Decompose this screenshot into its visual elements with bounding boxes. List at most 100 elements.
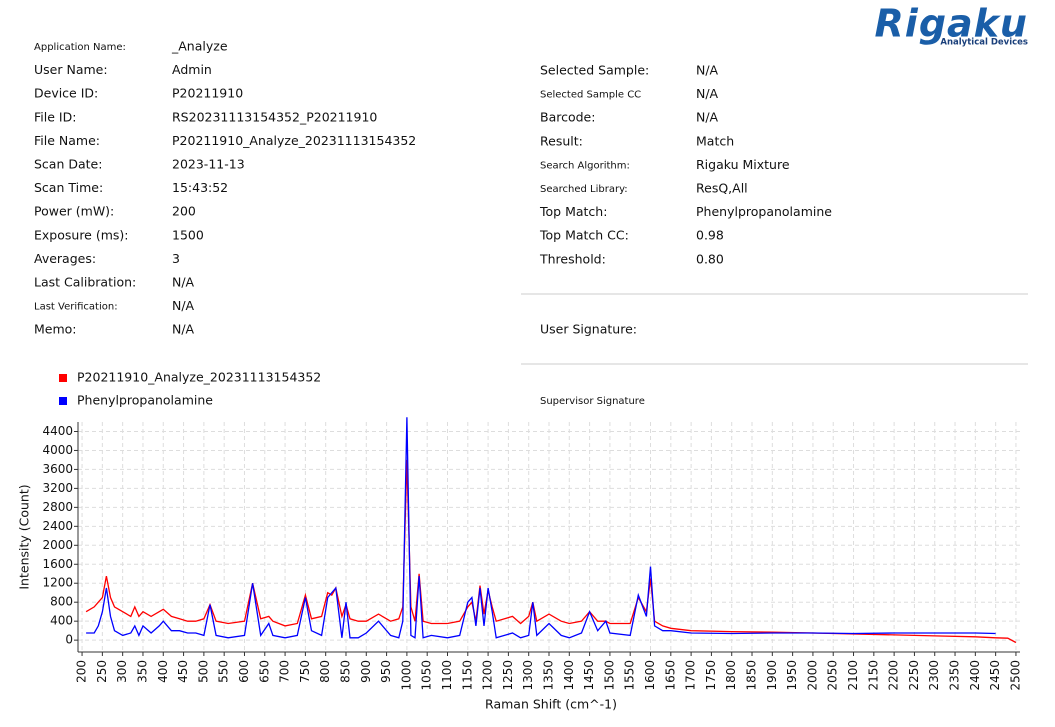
x-tick-label: 1950 [785,660,799,691]
field-value: _Analyze [171,39,228,54]
x-tick-label: 300 [115,660,129,683]
x-tick-label: 700 [278,660,292,683]
x-tick-label: 650 [257,660,271,683]
x-tick-label: 1250 [501,660,515,691]
field-label: Top Match: [539,204,607,219]
x-tick-label: 1550 [623,660,637,691]
field-label: Selected Sample: [540,63,649,78]
field-label: Scan Time: [34,180,103,195]
x-tick-label: 2450 [988,660,1002,691]
x-tick-label: 1800 [724,660,738,691]
x-tick-label: 1650 [663,660,677,691]
x-tick-label: 600 [237,660,251,683]
x-tick-label: 1050 [420,660,434,691]
field-label: Exposure (ms): [34,227,129,242]
y-tick-label: 2800 [42,500,73,514]
y-tick-label: 4000 [42,443,73,457]
field-label: Result: [540,133,583,148]
legend-label: Phenylpropanolamine [77,393,213,408]
x-tick-label: 200 [75,660,89,683]
x-tick-label: 1400 [562,660,576,691]
field-label: File Name: [34,133,100,148]
y-tick-label: 3200 [42,481,73,495]
x-tick-label: 2250 [907,660,921,691]
field-value: N/A [696,63,719,78]
x-tick-label: 1350 [542,660,556,691]
field-value: 0.98 [696,228,724,243]
y-tick-label: 1200 [42,576,73,590]
field-value: P20211910 [172,86,243,101]
x-tick-label: 550 [217,660,231,683]
x-tick-label: 1500 [602,660,616,691]
y-tick-label: 2000 [42,538,73,552]
field-value: 200 [172,204,196,219]
x-tick-label: 2100 [846,660,860,691]
user-signature: User Signature: [540,322,637,337]
x-tick-label: 850 [338,660,352,683]
field-label: File ID: [34,109,76,124]
x-tick-label: 400 [156,660,170,683]
x-tick-label: 1200 [481,660,495,691]
field-value: N/A [172,322,195,337]
y-tick-label: 400 [50,614,73,628]
x-tick-label: 750 [298,660,312,683]
field-label: Averages: [34,251,96,266]
field-value: Admin [172,62,212,77]
x-tick-label: 1300 [521,660,535,691]
legend-swatch [59,374,67,382]
x-tick-label: 1450 [582,660,596,691]
field-value: Match [696,133,734,148]
field-value: 15:43:52 [172,180,228,195]
x-tick-label: 450 [176,660,190,683]
x-tick-label: 2500 [1008,660,1022,691]
x-tick-label: 1900 [765,660,779,691]
series-line [86,417,996,639]
y-tick-label: 0 [65,633,73,647]
x-tick-label: 800 [318,660,332,683]
logo: Rigaku [875,2,1028,46]
x-tick-label: 900 [359,660,373,683]
field-value: N/A [172,275,195,290]
x-tick-label: 500 [196,660,210,683]
legend-swatch [59,397,67,405]
field-label: Last Calibration: [34,275,136,290]
x-tick-label: 950 [379,660,393,683]
supervisor-signature: Supervisor Signature [540,396,645,407]
x-tick-label: 350 [135,660,149,683]
field-value: 2023-11-13 [172,157,245,172]
field-label: Application Name: [34,42,126,53]
field-label: Scan Date: [34,157,102,172]
field-value: ResQ,All [696,181,748,196]
x-tick-label: 1700 [684,660,698,691]
x-axis-label: Raman Shift (cm^-1) [485,697,617,712]
x-tick-label: 2350 [948,660,962,691]
field-value: Rigaku Mixture [696,157,790,172]
x-tick-label: 1750 [704,660,718,691]
field-value: RS20231113154352_P20211910 [172,109,377,124]
field-value: N/A [172,298,195,313]
field-label: Power (mW): [34,204,114,219]
legend-label: P20211910_Analyze_20231113154352 [77,370,321,385]
field-label: Barcode: [540,110,595,125]
y-tick-label: 1600 [42,557,73,571]
x-tick-label: 1100 [440,660,454,691]
x-tick-label: 2200 [887,660,901,691]
field-value: 3 [172,251,180,266]
x-tick-label: 2050 [826,660,840,691]
field-label: User Name: [34,62,108,77]
field-label: Threshold: [539,251,606,266]
logo-subtitle: Analytical Devices [940,38,1028,48]
x-tick-label: 1150 [460,660,474,691]
x-tick-label: 2000 [805,660,819,691]
x-tick-label: 2150 [866,660,880,691]
field-value: P20211910_Analyze_20231113154352 [172,133,416,148]
field-label: Selected Sample CC [540,90,641,101]
x-tick-label: 250 [95,660,109,683]
field-label: Searched Library: [540,184,628,195]
field-label: Top Match CC: [539,228,629,243]
x-tick-label: 1600 [643,660,657,691]
y-tick-label: 2400 [42,519,73,533]
field-value: Phenylpropanolamine [696,204,832,219]
